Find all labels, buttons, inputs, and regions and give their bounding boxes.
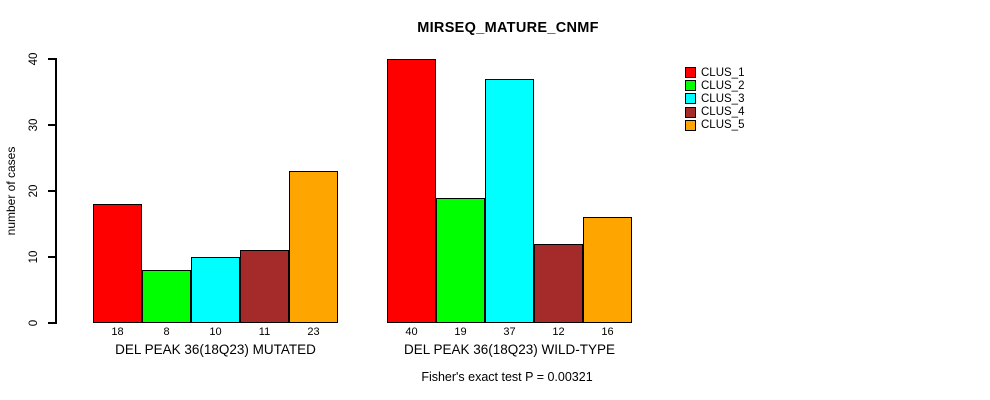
y-tick-mark bbox=[48, 190, 56, 192]
bar-value-label: 19 bbox=[454, 326, 467, 338]
bar-clus-2-group-2 bbox=[436, 197, 485, 323]
y-tick-label: 40 bbox=[28, 52, 40, 66]
legend: CLUS_1 CLUS_2 CLUS_3 CLUS_4 CLUS_5 bbox=[685, 66, 744, 132]
bar-value-label: 10 bbox=[209, 326, 222, 338]
legend-label: CLUS_5 bbox=[701, 119, 745, 132]
y-tick-mark bbox=[48, 58, 56, 60]
legend-item: CLUS_5 bbox=[685, 119, 744, 132]
bar-clus-5-group-2 bbox=[583, 217, 632, 323]
y-tick-label: 0 bbox=[28, 319, 40, 327]
legend-item: CLUS_2 bbox=[685, 79, 744, 92]
y-tick-label: 30 bbox=[28, 118, 40, 132]
bar-value-label: 40 bbox=[405, 326, 418, 338]
bar-clus-1-group-2 bbox=[387, 59, 436, 323]
legend-swatch-clus-4 bbox=[685, 106, 696, 118]
y-tick-mark bbox=[48, 256, 56, 258]
legend-item: CLUS_4 bbox=[685, 106, 744, 119]
bar-value-label: 8 bbox=[163, 326, 170, 338]
legend-swatch-clus-3 bbox=[685, 93, 696, 105]
bar-clus-5-group-1 bbox=[289, 171, 338, 323]
bar-clus-1-group-1 bbox=[93, 204, 142, 323]
legend-item: CLUS_3 bbox=[685, 92, 744, 105]
bar-clus-3-group-2 bbox=[485, 78, 534, 323]
legend-swatch-clus-5 bbox=[685, 119, 696, 131]
bar-value-label: 37 bbox=[503, 326, 516, 338]
bar-value-label: 18 bbox=[111, 326, 124, 338]
fisher-test-caption: Fisher's exact test P = 0.00321 bbox=[421, 370, 593, 384]
legend-swatch-clus-1 bbox=[685, 67, 696, 79]
y-axis-label: number of cases bbox=[4, 146, 18, 236]
legend-label: CLUS_1 bbox=[701, 66, 745, 79]
y-axis-line bbox=[55, 58, 57, 324]
bar-clus-4-group-2 bbox=[534, 243, 583, 323]
legend-label: CLUS_4 bbox=[701, 106, 745, 119]
bar-clus-4-group-1 bbox=[240, 250, 289, 323]
chart-title: MIRSEQ_MATURE_CNMF bbox=[417, 20, 599, 36]
x-group-label: DEL PEAK 36(18Q23) WILD-TYPE bbox=[403, 342, 616, 357]
legend-label: CLUS_2 bbox=[701, 79, 745, 92]
bar-value-label: 11 bbox=[258, 326, 271, 338]
bar-clus-2-group-1 bbox=[142, 270, 191, 323]
y-tick-mark bbox=[48, 124, 56, 126]
y-tick-label: 10 bbox=[28, 250, 40, 264]
bar-value-label: 23 bbox=[307, 326, 320, 338]
bar-value-label: 16 bbox=[601, 326, 614, 338]
y-tick-mark bbox=[48, 322, 56, 324]
y-tick-label: 20 bbox=[28, 184, 40, 198]
legend-item: CLUS_1 bbox=[685, 66, 744, 79]
bar-value-label: 12 bbox=[552, 326, 565, 338]
x-group-label: DEL PEAK 36(18Q23) MUTATED bbox=[115, 342, 316, 357]
legend-label: CLUS_3 bbox=[701, 92, 745, 105]
legend-swatch-clus-2 bbox=[685, 80, 696, 92]
bar-clus-3-group-1 bbox=[191, 257, 240, 323]
